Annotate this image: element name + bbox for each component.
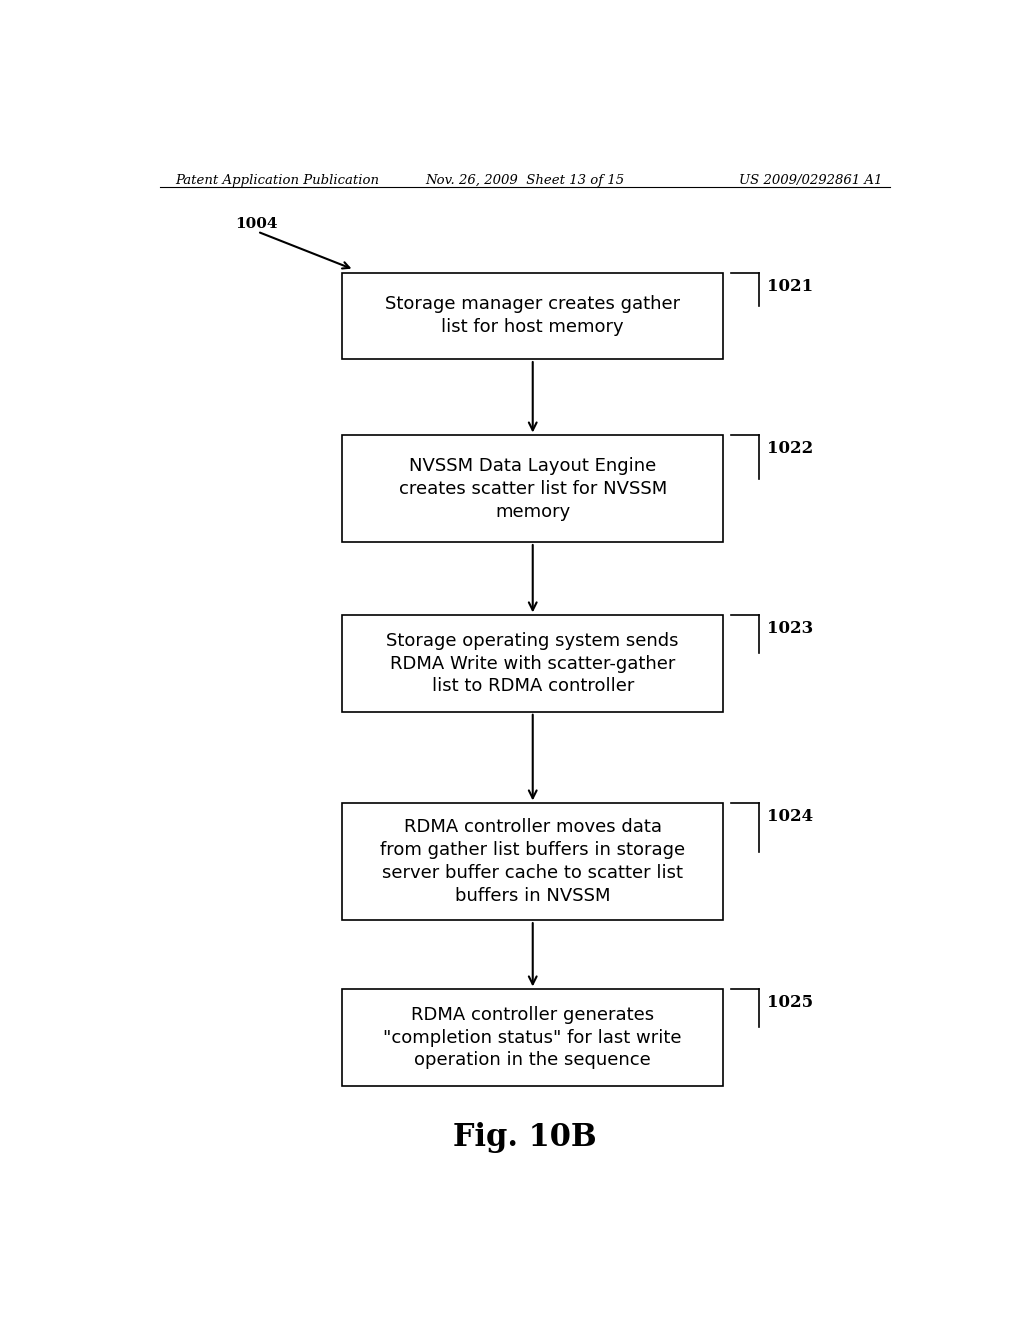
Text: RDMA controller moves data
from gather list buffers in storage
server buffer cac: RDMA controller moves data from gather l…: [380, 818, 685, 906]
Text: 1022: 1022: [767, 441, 813, 458]
Text: 1024: 1024: [767, 808, 813, 825]
Text: Nov. 26, 2009  Sheet 13 of 15: Nov. 26, 2009 Sheet 13 of 15: [425, 174, 625, 187]
Text: Patent Application Publication: Patent Application Publication: [176, 174, 380, 187]
Text: 1023: 1023: [767, 620, 813, 638]
Bar: [342, 436, 723, 543]
Text: US 2009/0292861 A1: US 2009/0292861 A1: [738, 174, 882, 187]
Text: Storage operating system sends
RDMA Write with scatter-gather
list to RDMA contr: Storage operating system sends RDMA Writ…: [386, 632, 679, 696]
Text: 1004: 1004: [236, 218, 278, 231]
Text: RDMA controller generates
"completion status" for last write
operation in the se: RDMA controller generates "completion st…: [383, 1006, 682, 1069]
Text: 1025: 1025: [767, 994, 813, 1011]
Text: Fig. 10B: Fig. 10B: [453, 1122, 597, 1152]
Bar: [342, 273, 723, 359]
Bar: [342, 804, 723, 920]
Text: 1021: 1021: [767, 277, 813, 294]
Bar: [342, 989, 723, 1086]
Text: NVSSM Data Layout Engine
creates scatter list for NVSSM
memory: NVSSM Data Layout Engine creates scatter…: [398, 457, 667, 520]
Bar: [342, 615, 723, 711]
Text: Storage manager creates gather
list for host memory: Storage manager creates gather list for …: [385, 296, 680, 337]
